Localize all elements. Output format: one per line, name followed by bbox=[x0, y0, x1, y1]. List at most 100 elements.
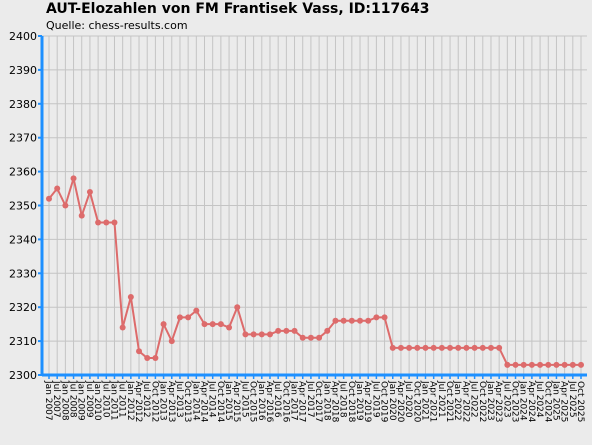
data-point bbox=[561, 361, 568, 368]
data-point bbox=[217, 321, 224, 328]
x-tick-label: Apr 2012 bbox=[133, 381, 143, 422]
data-point bbox=[340, 317, 347, 324]
x-tick-label: Jan 2015 bbox=[223, 380, 233, 421]
data-point bbox=[537, 361, 544, 368]
x-tick-label: Apr 2022 bbox=[460, 381, 470, 422]
data-point bbox=[86, 188, 93, 195]
data-point bbox=[422, 344, 429, 351]
x-tick-label: Jul 2016 bbox=[272, 380, 282, 418]
x-tick-label: Jul 2020 bbox=[403, 380, 413, 418]
data-point bbox=[389, 344, 396, 351]
data-point bbox=[512, 361, 519, 368]
x-tick-label: Jan 2023 bbox=[485, 380, 495, 421]
x-tick-label: Apr 2013 bbox=[166, 381, 176, 422]
data-point bbox=[275, 327, 282, 334]
data-point bbox=[193, 307, 200, 314]
y-tick-label: 2380 bbox=[9, 98, 37, 111]
y-tick-label: 2330 bbox=[9, 267, 37, 280]
data-point bbox=[307, 334, 314, 341]
x-tick-label: Jul 2015 bbox=[239, 380, 249, 418]
data-point bbox=[258, 331, 265, 338]
x-tick-label: Oct 2019 bbox=[379, 381, 389, 423]
data-point bbox=[569, 361, 576, 368]
y-tick-label: 2340 bbox=[9, 233, 37, 246]
data-point bbox=[528, 361, 535, 368]
x-tick-label: Jan 2021 bbox=[419, 380, 429, 421]
data-point bbox=[520, 361, 527, 368]
y-tick-label: 2360 bbox=[9, 166, 37, 179]
data-point bbox=[111, 219, 118, 226]
x-tick-label: Apr 2019 bbox=[362, 381, 372, 423]
data-point bbox=[46, 195, 52, 202]
x-tick-label: Oct 2012 bbox=[149, 381, 159, 422]
data-point bbox=[119, 324, 126, 331]
x-tick-label: Jul 2022 bbox=[469, 380, 479, 418]
x-tick-label: Apr 2016 bbox=[264, 381, 274, 423]
data-point bbox=[70, 175, 77, 182]
y-tick-label: 2400 bbox=[9, 30, 37, 43]
data-point bbox=[152, 355, 159, 362]
data-point bbox=[136, 348, 143, 355]
x-tick-label: Oct 2016 bbox=[280, 381, 290, 423]
data-point bbox=[291, 327, 298, 334]
x-tick-label: Jul 2018 bbox=[338, 380, 348, 418]
x-tick-label: Oct 2018 bbox=[346, 381, 356, 423]
x-tick-label: Apr 2017 bbox=[297, 381, 307, 422]
data-point bbox=[78, 212, 85, 219]
data-point bbox=[381, 314, 388, 321]
chart-title: AUT-Elozahlen von FM Frantisek Vass, ID:… bbox=[46, 1, 430, 17]
x-tick-label: Jan 2012 bbox=[125, 380, 135, 421]
x-tick-label: Jul 2008 bbox=[68, 380, 78, 418]
x-tick-label: Oct 2013 bbox=[182, 381, 192, 422]
x-tick-label: Jul 2024 bbox=[534, 380, 544, 418]
y-tick-label: 2370 bbox=[9, 132, 37, 145]
x-tick-label: Jul 2010 bbox=[100, 380, 110, 418]
data-point bbox=[324, 327, 331, 334]
data-point bbox=[553, 361, 560, 368]
data-point bbox=[455, 344, 462, 351]
x-tick-label: Jan 2019 bbox=[354, 380, 364, 421]
x-tick-label: Apr 2025 bbox=[559, 381, 569, 422]
data-point bbox=[487, 344, 494, 351]
x-tick-label: Jul 2013 bbox=[174, 380, 184, 418]
data-point bbox=[447, 344, 454, 351]
x-tick-label: Jan 2018 bbox=[321, 380, 331, 421]
y-tick-label: 2320 bbox=[9, 301, 37, 314]
data-point bbox=[348, 317, 355, 324]
x-tick-label: Jul 2021 bbox=[436, 380, 446, 418]
x-tick-label: Jul 2011 bbox=[117, 380, 127, 418]
x-tick-label: Jul 2012 bbox=[141, 380, 151, 418]
data-point bbox=[103, 219, 110, 226]
y-tick-label: 2390 bbox=[9, 64, 37, 77]
data-point bbox=[242, 331, 249, 338]
x-tick-label: Oct 2025 bbox=[575, 381, 585, 422]
data-point bbox=[365, 317, 372, 324]
x-tick-label: Oct 2020 bbox=[411, 381, 421, 423]
y-tick-label: 2310 bbox=[9, 335, 37, 348]
data-point bbox=[479, 344, 486, 351]
x-tick-label: Oct 2023 bbox=[510, 381, 520, 422]
x-tick-label: Jan 2022 bbox=[452, 380, 462, 421]
data-point bbox=[250, 331, 257, 338]
data-point bbox=[160, 321, 167, 328]
x-tick-label: Oct 2021 bbox=[444, 381, 454, 422]
data-point bbox=[430, 344, 437, 351]
data-point bbox=[201, 321, 208, 328]
x-tick-label: Apr 2020 bbox=[395, 381, 405, 423]
data-point bbox=[62, 202, 69, 209]
x-tick-label: Jan 2024 bbox=[518, 380, 528, 421]
data-point bbox=[185, 314, 192, 321]
x-tick-label: Jan 2016 bbox=[256, 380, 266, 421]
x-tick-label: Jan 2017 bbox=[289, 380, 299, 421]
y-tick-labels: 2300 2310 2320 2330 2340 2350 2360 2370 2380 2390… bbox=[9, 30, 37, 382]
data-point bbox=[95, 219, 102, 226]
x-tick-label: Jan 2010 bbox=[92, 380, 102, 421]
data-point bbox=[332, 317, 339, 324]
data-point bbox=[578, 361, 584, 368]
data-point bbox=[414, 344, 421, 351]
x-tick-label: Apr 2014 bbox=[199, 381, 209, 423]
data-point bbox=[283, 327, 290, 334]
data-point bbox=[373, 314, 380, 321]
data-point bbox=[463, 344, 470, 351]
x-tick-label: Oct 2024 bbox=[542, 381, 552, 423]
